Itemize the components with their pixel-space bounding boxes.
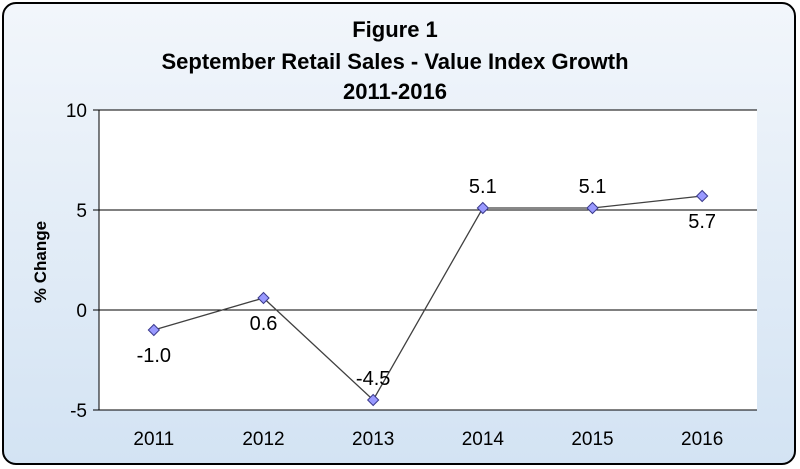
data-point-2014 — [476, 201, 490, 215]
x-tick-label-1: 2012 — [242, 429, 284, 450]
series-line — [153, 195, 703, 402]
data-label-2014: 5.1 — [469, 176, 497, 198]
x-tick-label-0: 2011 — [133, 429, 174, 450]
chart-title-line-1: Figure 1 — [352, 17, 438, 42]
data-label-2016: 5.7 — [688, 211, 716, 233]
chart-title-line-2: September Retail Sales - Value Index Gro… — [161, 49, 628, 74]
data-point-2013 — [366, 393, 380, 407]
data-label-2013: -4.5 — [356, 368, 390, 390]
chart-frame: Figure 1 September Retail Sales - Value … — [2, 2, 796, 465]
x-tick-label-3: 2014 — [462, 429, 505, 450]
data-point-2015 — [586, 201, 599, 215]
plot-area: -5 0 5 10 2011 2012 2013 2014 2015 2016 -1.0 0.6 -4.… — [66, 101, 757, 450]
data-label-2015: 5.1 — [579, 176, 607, 198]
data-point-2016 — [695, 189, 709, 203]
y-tick-label-1: 0 — [76, 301, 87, 322]
data-point-2012 — [257, 291, 270, 305]
y-tick-label-3: 10 — [66, 101, 87, 122]
y-tick-label-2: 5 — [76, 201, 87, 222]
x-tick-label-2: 2013 — [352, 429, 394, 450]
data-label-2012: 0.6 — [250, 313, 278, 335]
x-tick-label-5: 2016 — [681, 429, 723, 450]
x-tick-label-4: 2015 — [571, 429, 613, 450]
chart-title-line-3: 2011-2016 — [343, 79, 447, 104]
line-chart: Figure 1 September Retail Sales - Value … — [31, 17, 757, 450]
data-label-2011: -1.0 — [137, 345, 171, 367]
y-axis-title: % Change — [31, 221, 50, 303]
data-point-2011 — [147, 323, 161, 337]
plot-background — [99, 110, 757, 410]
y-tick-label-0: -5 — [70, 401, 87, 422]
